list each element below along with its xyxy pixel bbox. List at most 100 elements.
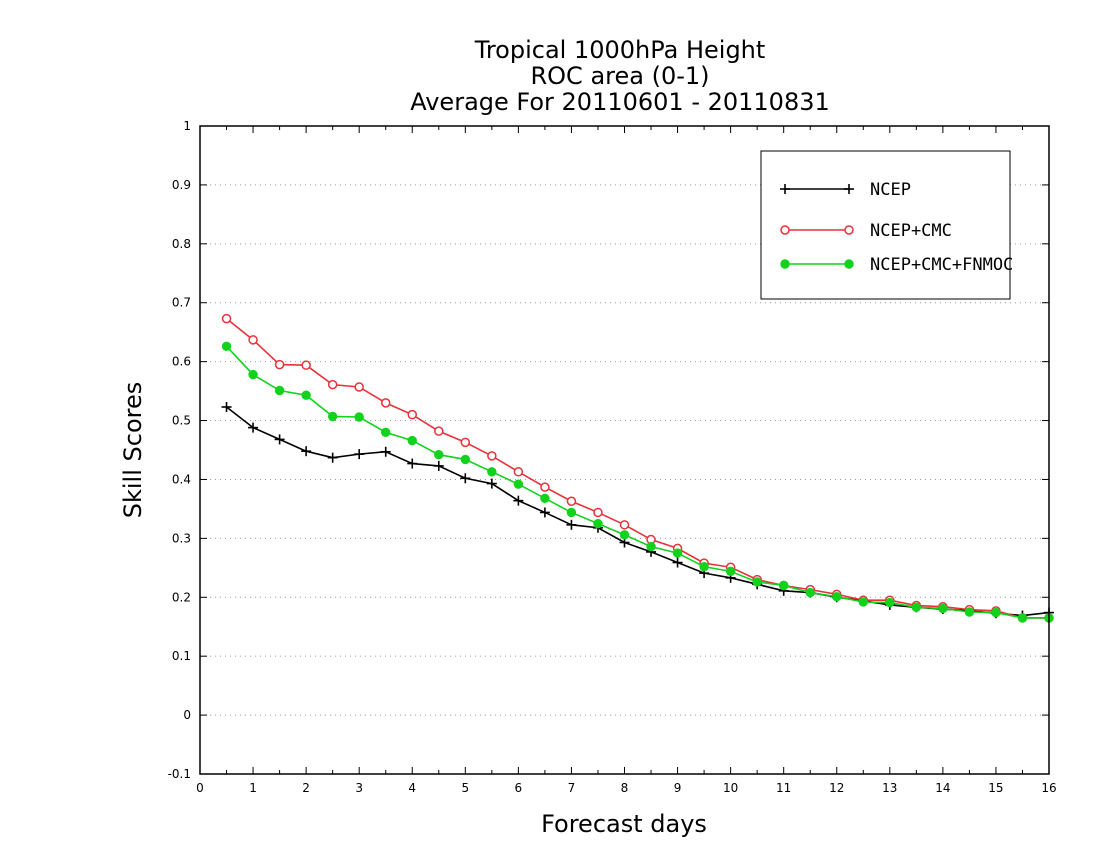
data-point — [407, 409, 417, 420]
legend-item: NCEP+CMC — [780, 221, 952, 241]
data-point — [434, 450, 444, 460]
title-line-2: ROC area (0-1) — [530, 62, 709, 90]
legend-marker — [844, 184, 854, 194]
y-axis: -0.1 0 0.1 0.2 0.3 0.4 0.5 0.6 0.7 0.8 0.9 1 — [168, 119, 1049, 781]
y-tick-label: 0.3 — [172, 531, 191, 545]
x-tick-label: 4 — [408, 781, 416, 795]
x-tick-label: 6 — [515, 781, 523, 795]
y-tick-label: 0.5 — [172, 414, 191, 428]
data-point — [354, 449, 365, 460]
data-point — [725, 566, 736, 577]
data-point — [540, 482, 550, 492]
data-point — [805, 587, 815, 598]
data-point — [646, 541, 656, 552]
y-tick-label: 0.2 — [172, 590, 191, 604]
data-point — [407, 435, 417, 446]
x-tick-label: 2 — [302, 781, 310, 795]
data-point — [221, 341, 232, 352]
y-tick-label: 0.1 — [172, 649, 191, 663]
legend-item: NCEP+CMC+FNMOC — [780, 255, 1013, 275]
data-point — [221, 313, 232, 324]
data-point — [593, 518, 603, 529]
data-point — [752, 577, 762, 587]
chart-title: Tropical 1000hPa Height ROC area (0-1) A… — [410, 36, 830, 116]
y-tick-label: -0.1 — [168, 767, 191, 781]
data-point — [274, 385, 285, 396]
data-point — [354, 412, 364, 422]
data-point — [1017, 613, 1028, 623]
series-line — [226, 406, 1050, 617]
data-point — [619, 520, 630, 530]
x-tick-label: 16 — [1041, 781, 1056, 795]
data-point — [486, 478, 497, 489]
data-point — [301, 360, 311, 370]
legend-marker — [780, 225, 790, 235]
series-2 — [221, 341, 1054, 623]
x-tick-label: 15 — [988, 781, 1003, 795]
data-point — [566, 496, 577, 507]
x-tick-label: 3 — [355, 781, 363, 795]
data-point — [327, 411, 338, 422]
data-point — [354, 382, 364, 392]
legend-item: NCEP — [780, 180, 911, 200]
data-point — [460, 437, 471, 448]
data-point — [380, 446, 391, 457]
x-tick-label: 10 — [723, 781, 738, 795]
x-tick-label: 5 — [461, 781, 469, 795]
data-point — [911, 602, 922, 612]
data-point — [778, 580, 789, 591]
legend-label: NCEP+CMC+FNMOC — [870, 255, 1013, 275]
data-point — [221, 401, 232, 412]
x-tick-label: 13 — [882, 781, 897, 795]
y-axis-label: Skill Scores — [119, 382, 147, 519]
data-point — [301, 390, 311, 400]
y-tick-label: 1 — [183, 119, 191, 133]
x-tick-label: 11 — [776, 781, 791, 795]
data-point — [248, 335, 258, 345]
legend-label: NCEP+CMC — [870, 221, 952, 241]
legend-box — [760, 150, 1011, 300]
y-tick-label: 0.7 — [172, 296, 191, 310]
series-0 — [221, 401, 1054, 621]
data-point — [964, 607, 975, 617]
legend: NCEP NCEP+CMC NCEP+CMC+FNMOC — [760, 150, 1013, 300]
data-point — [619, 530, 630, 540]
data-point — [407, 458, 418, 469]
data-point — [672, 548, 683, 558]
data-point — [380, 398, 391, 408]
data-point — [566, 519, 577, 530]
x-axis-label: Forecast days — [541, 810, 707, 838]
data-point — [540, 493, 550, 504]
data-point — [858, 597, 868, 607]
data-point — [672, 557, 683, 568]
data-point — [301, 446, 312, 457]
data-point — [539, 507, 550, 518]
data-point — [460, 454, 471, 465]
data-point — [460, 473, 471, 484]
title-line-3: Average For 20110601 - 20110831 — [410, 88, 830, 116]
y-tick-label: 0 — [183, 708, 191, 722]
data-point — [593, 507, 603, 518]
y-tick-label: 0.6 — [172, 355, 191, 369]
data-point — [699, 561, 709, 572]
data-point — [327, 379, 338, 390]
series-1 — [221, 313, 1054, 623]
y-tick-label: 0.4 — [172, 472, 191, 486]
data-point — [487, 467, 497, 477]
data-point — [274, 359, 285, 370]
x-tick-label: 8 — [621, 781, 629, 795]
data-point — [832, 591, 842, 602]
legend-marker — [780, 184, 790, 194]
legend-marker — [844, 225, 854, 235]
x-tick-label: 0 — [196, 781, 204, 795]
series-line — [225, 345, 1049, 619]
data-point — [938, 603, 948, 614]
series-line — [226, 318, 1049, 619]
title-line-1: Tropical 1000hPa Height — [474, 36, 766, 64]
series-layer — [221, 313, 1054, 623]
y-tick-label: 0.8 — [172, 237, 191, 251]
data-point — [513, 479, 524, 489]
x-tick-label: 14 — [935, 781, 950, 795]
x-tick-label: 9 — [674, 781, 682, 795]
